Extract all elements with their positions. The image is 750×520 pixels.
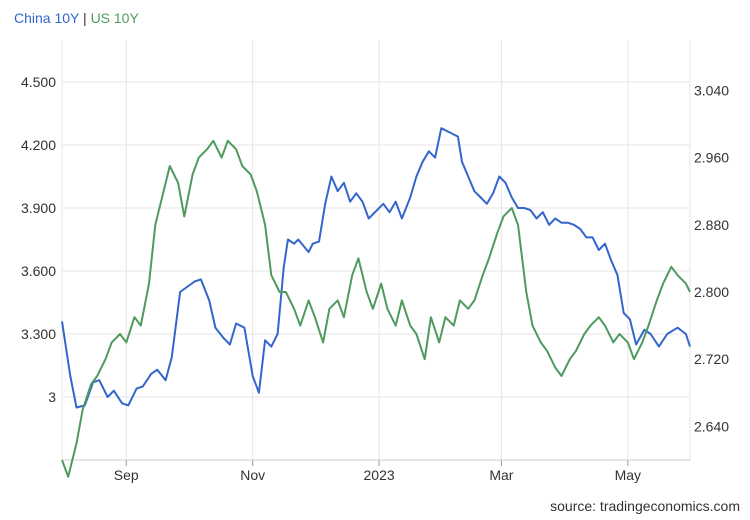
- x-tick-label: 2023: [364, 467, 395, 483]
- legend-china-10y: China 10Y: [14, 10, 80, 26]
- x-tick-label: Mar: [489, 467, 513, 483]
- right-y-tick-label: 3.040: [694, 82, 729, 98]
- source-credit: source: tradingeconomics.com: [550, 498, 740, 514]
- series-line-us-10y: [61, 139, 691, 478]
- left-y-tick-label: 3.600: [21, 263, 56, 279]
- left-y-tick-label: 4.200: [21, 137, 56, 153]
- right-y-tick-label: 2.640: [694, 418, 729, 434]
- left-y-tick-label: 3.900: [21, 200, 56, 216]
- legend-separator: |: [79, 10, 91, 26]
- legend-us-10y: US 10Y: [90, 10, 139, 26]
- right-y-tick-label: 2.800: [694, 284, 729, 300]
- series-line-china-10y: [61, 127, 691, 409]
- grid-lines: [61, 40, 691, 460]
- series-lines: [61, 127, 691, 478]
- x-tick-label: Nov: [240, 467, 265, 483]
- left-y-tick-label: 3: [48, 389, 56, 405]
- right-y-tick-label: 2.880: [694, 217, 729, 233]
- x-tick-label: Sep: [114, 467, 139, 483]
- right-y-tick-label: 2.720: [694, 351, 729, 367]
- axes: 3 3.300 3.600 3.900 4.200 4.500 2.640 2.720 2.80…: [21, 74, 729, 483]
- left-y-tick-label: 4.500: [21, 74, 56, 90]
- chart-legend: China 10Y | US 10Y: [14, 10, 139, 26]
- right-y-tick-label: 2.960: [694, 150, 729, 166]
- x-tick-label: May: [615, 467, 641, 483]
- left-y-tick-label: 3.300: [21, 326, 56, 342]
